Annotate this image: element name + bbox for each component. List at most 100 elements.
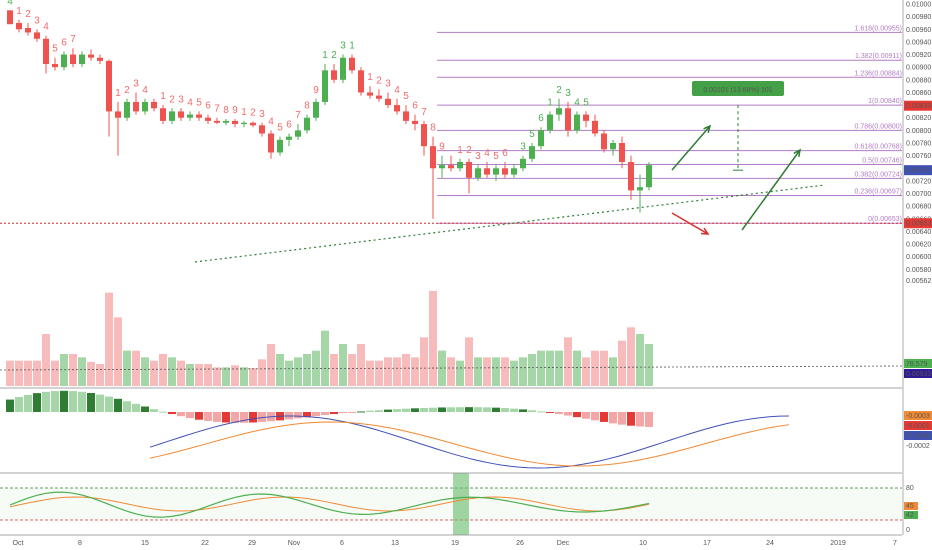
macd-histogram-bar <box>87 392 95 412</box>
price-tick-label: 0.00980 <box>906 14 931 21</box>
rsi-axis-label: 80 <box>906 485 914 492</box>
volume-bar <box>204 364 212 386</box>
macd-histogram-bar <box>186 412 194 419</box>
candle <box>475 165 481 181</box>
td-count-red: 1 <box>367 72 373 83</box>
rsi-badge: 45 <box>904 502 918 510</box>
rsi-pane[interactable]: 802004542 <box>0 473 918 535</box>
volume-last-label: 78.579 <box>906 361 928 368</box>
candle-body <box>493 168 499 175</box>
candle-body <box>124 101 130 118</box>
candle <box>205 114 211 125</box>
td-count-green: 1 <box>547 97 553 108</box>
candle <box>196 111 202 121</box>
macd-histogram-bar <box>33 393 41 412</box>
fib-level-label: 0(0.00653) <box>868 216 902 223</box>
volume-bar <box>627 327 635 386</box>
volume-bar <box>258 359 266 386</box>
volume-bar <box>222 367 230 386</box>
td-count-green: 3 <box>520 142 526 153</box>
td-count-red: 4 <box>268 116 274 127</box>
rsi-band <box>0 488 902 520</box>
macd-badge: -0.0003 <box>904 411 932 420</box>
candle <box>565 101 571 137</box>
volume-bar <box>339 344 347 386</box>
td-count-red: 3 <box>385 78 391 89</box>
rsi-value-label: 42 <box>906 512 914 519</box>
volume-bar <box>348 354 356 386</box>
candle <box>268 130 274 159</box>
drawings[interactable] <box>194 124 826 263</box>
macd-histogram-bar <box>312 412 320 417</box>
candle-body <box>520 158 526 169</box>
macd-pane[interactable]: -0.0003 -0.0001 -0.0006 -0.0002 <box>6 390 932 469</box>
volume-pane[interactable]: 78.579 0.00933 <box>0 291 932 386</box>
macd-histogram-bar <box>366 410 374 412</box>
candle-body <box>52 64 58 68</box>
td-count-green: 2 <box>556 85 562 96</box>
time-axis[interactable]: Oct 8 15 22 29 Nov 6 13 19 26 Dec 10 17 24 2019 7 <box>13 540 897 547</box>
macd-histogram-bar <box>627 412 635 426</box>
candle <box>601 130 607 153</box>
price-tick-label: 0.00940 <box>906 39 931 46</box>
td-count-red: 4 <box>43 22 49 33</box>
volume-bar <box>564 337 572 386</box>
volume-bar <box>186 364 194 386</box>
macd-histogram-bar <box>429 407 437 412</box>
volume-bar <box>447 357 455 386</box>
macd-histogram-bar <box>375 410 383 412</box>
candle <box>250 121 256 128</box>
fibonacci-retracement[interactable]: 1.618(0.00955) 1.382(0.00911) 1.236(0.0088… <box>0 25 902 224</box>
td-count-red: 6 <box>61 37 67 48</box>
volume-bar <box>33 360 41 386</box>
candle <box>70 48 76 68</box>
price-tick-label: 0.00620 <box>906 242 931 249</box>
candle-body <box>214 120 220 123</box>
candle <box>7 10 13 25</box>
volume-bar <box>402 354 410 386</box>
measure-label: 0.00101 (13.68%) 101 <box>703 87 772 94</box>
macd-histogram-bar <box>51 391 59 412</box>
macd-histogram-bar <box>438 407 446 412</box>
fib-level-label: 1.382(0.00911) <box>855 53 902 60</box>
volume-bar <box>240 367 248 386</box>
macd-histogram-bar <box>564 412 572 416</box>
volume-bar <box>573 350 581 386</box>
candle <box>439 155 445 178</box>
macd-line <box>149 415 790 469</box>
candle <box>142 98 148 115</box>
price-tick-label: 0.00880 <box>906 77 931 84</box>
candle-body <box>61 54 67 68</box>
candle-body <box>646 165 652 188</box>
volume-bar <box>6 360 14 386</box>
candle-body <box>241 122 247 125</box>
candle-body <box>7 10 13 25</box>
candle-body <box>367 92 373 96</box>
time-tick-label: 6 <box>340 540 344 547</box>
macd-value-label: -0.0006 <box>906 433 930 440</box>
candle <box>556 98 562 121</box>
macd-axis-label: -0.0002 <box>906 443 930 450</box>
candle <box>16 19 22 33</box>
price-tick-label: 0.00820 <box>906 115 931 122</box>
macd-histogram-bar <box>6 399 14 412</box>
candle-body <box>151 101 157 109</box>
macd-histogram-bar <box>411 408 419 412</box>
price-candles[interactable] <box>7 10 652 219</box>
td-count-red: 7 <box>70 34 76 45</box>
price-tick-label: 0.00700 <box>906 191 931 198</box>
badge-bg <box>904 165 932 176</box>
td-count-red: 6 <box>502 148 508 159</box>
macd-histogram-bar <box>321 412 329 416</box>
price-range-measure[interactable]: 0.00101 (13.68%) 101 <box>692 81 784 171</box>
candle <box>583 111 589 128</box>
macd-histogram-bar <box>600 412 608 422</box>
candle-body <box>601 133 607 150</box>
fib-level-label: 0.618(0.00768) <box>855 144 902 151</box>
candle-body <box>97 57 103 61</box>
macd-badge: -0.0001 <box>904 421 932 430</box>
candle-body <box>628 161 634 191</box>
candle-body <box>142 101 148 112</box>
td-count-green: 3 <box>565 88 571 99</box>
